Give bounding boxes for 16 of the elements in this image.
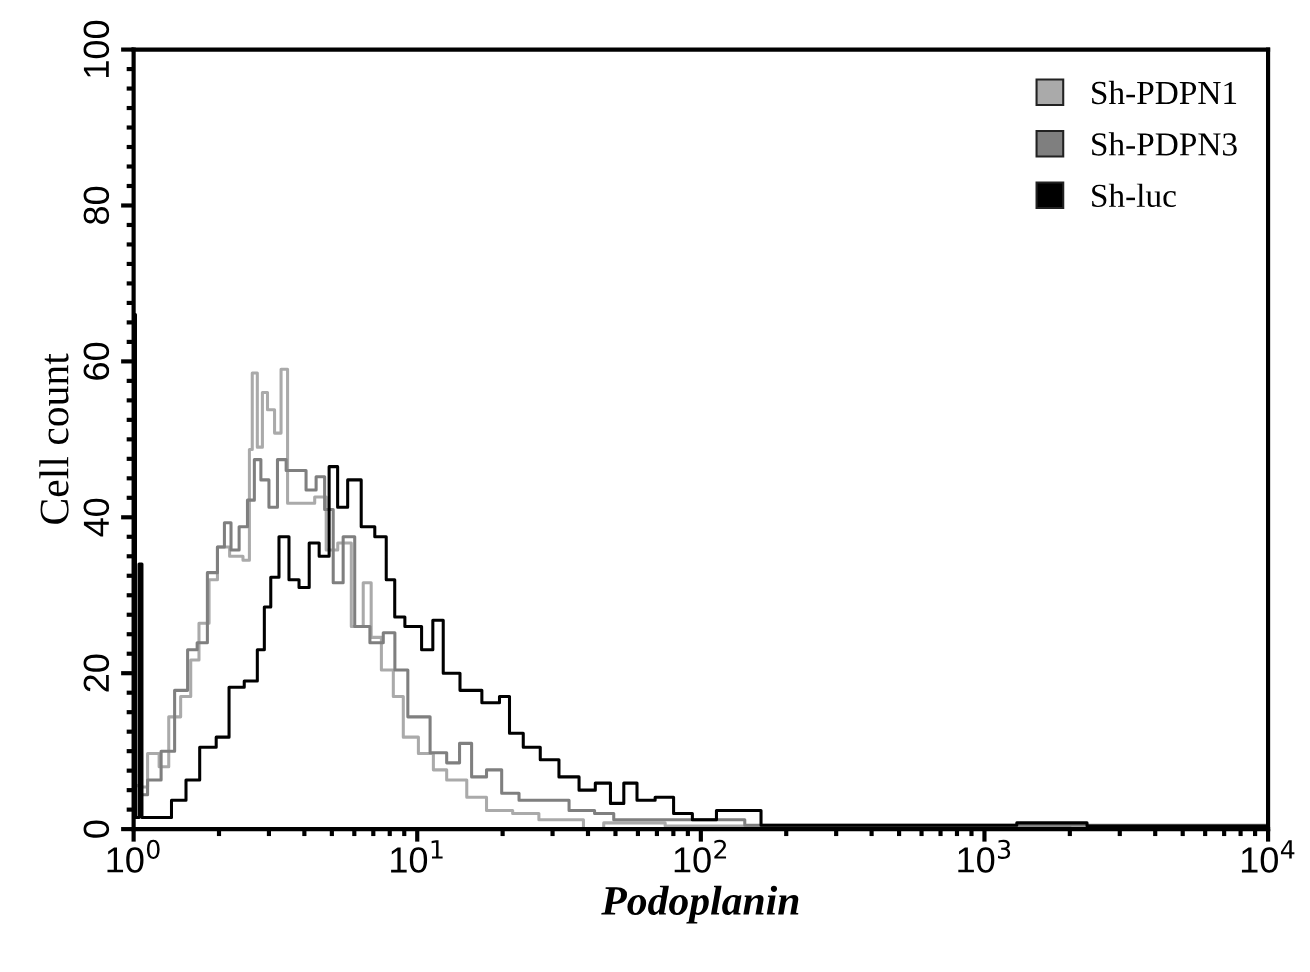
x-tick-label: 10$^{1}$ xyxy=(391,840,443,873)
x-tick-label: 10$^{0}$ xyxy=(107,839,160,873)
x-axis-title: Podoplanin xyxy=(601,885,799,924)
legend-label: Sh-luc xyxy=(1092,183,1176,208)
legend-label: Sh-PDPN1 xyxy=(1092,80,1237,105)
x-tick-label: 10$^{4}$ xyxy=(1241,840,1295,873)
y-tick-label: 0 xyxy=(83,820,110,838)
y-axis-title: Cell count xyxy=(39,353,69,524)
x-tick-label: 10$^{2}$ xyxy=(674,839,727,873)
y-tick-label: 20 xyxy=(83,654,110,692)
y-tick-label: 60 xyxy=(83,342,110,380)
legend-label: Sh-PDPN3 xyxy=(1092,132,1237,156)
y-tick-label: 40 xyxy=(83,498,110,537)
y-tick-label: 80 xyxy=(83,186,110,224)
y-tick-label: 100 xyxy=(83,20,110,77)
x-tick-label: 10$^{3}$ xyxy=(958,839,1011,873)
